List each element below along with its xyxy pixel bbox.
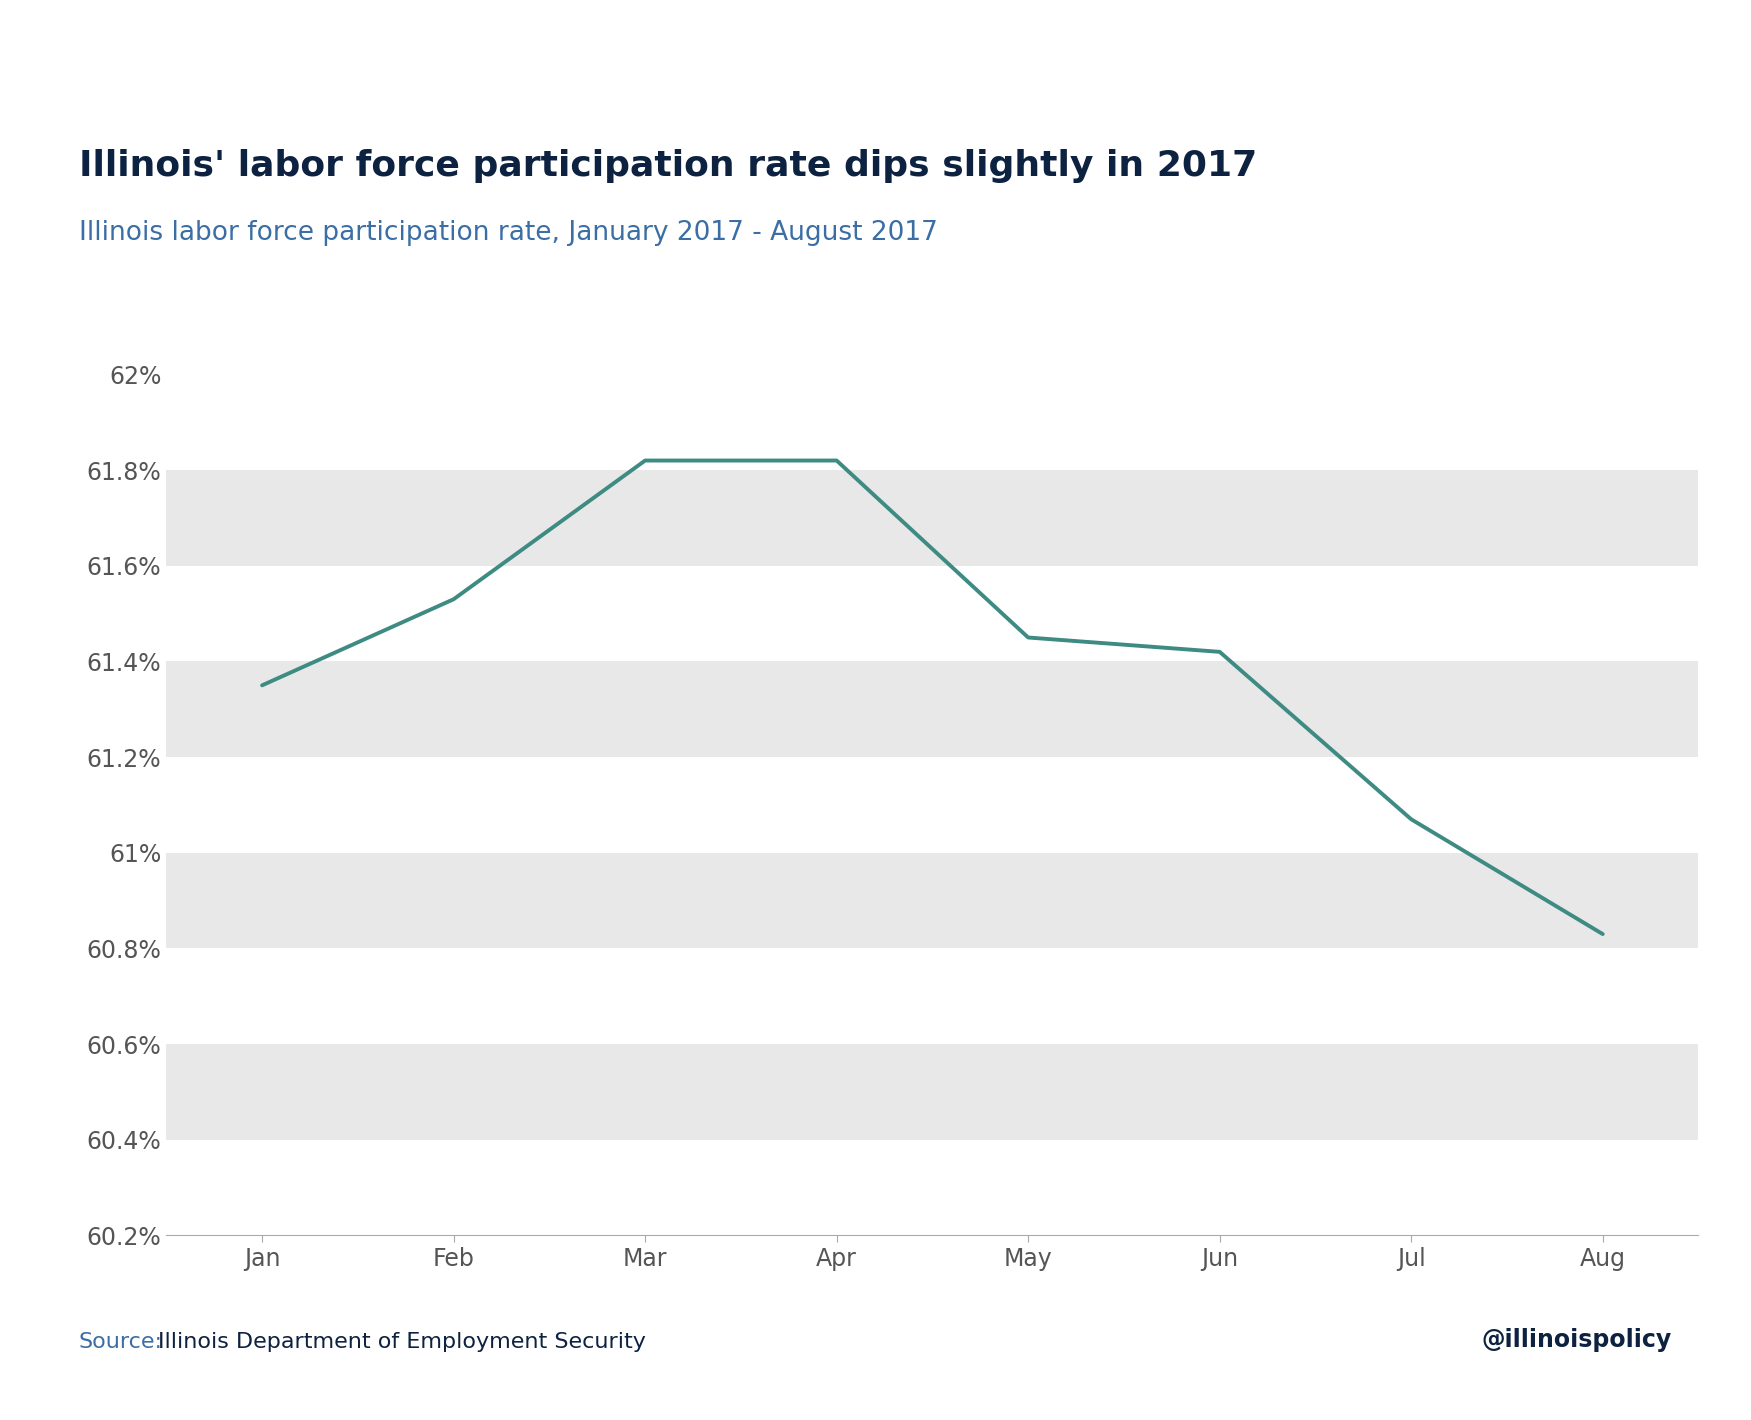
Text: Illinois' labor force participation rate dips slightly in 2017: Illinois' labor force participation rate… xyxy=(79,149,1257,183)
Text: @illinoispolicy: @illinoispolicy xyxy=(1481,1328,1672,1352)
Text: Source:: Source: xyxy=(79,1332,163,1352)
Bar xyxy=(166,470,1698,565)
Bar xyxy=(166,1044,1698,1140)
Bar xyxy=(166,662,1698,757)
Text: Illinois Department of Employment Security: Illinois Department of Employment Securi… xyxy=(158,1332,646,1352)
Bar xyxy=(166,853,1698,949)
Text: Illinois labor force participation rate, January 2017 - August 2017: Illinois labor force participation rate,… xyxy=(79,220,939,246)
